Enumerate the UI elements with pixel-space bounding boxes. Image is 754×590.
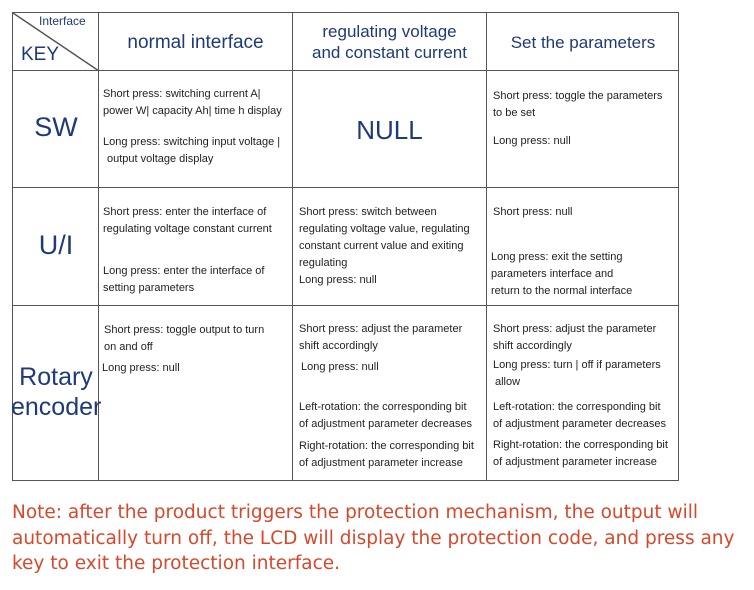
sw-normal-short: Short press: switching current A| power … [103, 86, 282, 120]
header-normal-interface: normal interface [127, 32, 264, 53]
text-line: Long press: switching input voltage | [103, 136, 281, 148]
text-line: output voltage display [107, 153, 214, 165]
note-line-1: Note: after the product triggers the pro… [12, 502, 699, 523]
key-function-table: Interface KEY normal interface regulatin… [11, 12, 679, 481]
ui-normal-short: Short press: enter the interface of regu… [103, 204, 272, 238]
text-line: Left-rotation: the corresponding bit [299, 401, 467, 413]
text-line: Rotary [19, 363, 93, 391]
header-regulating-line-2: and constant current [312, 43, 467, 62]
grid-vline [486, 13, 487, 480]
key-rotary-encoder: Rotary encoder [11, 362, 101, 422]
text-line: Long press: null [299, 274, 377, 286]
text-line: Long press: turn | off if parameters [493, 359, 661, 371]
header-regulating-line-1: regulating voltage [322, 22, 457, 41]
text-line: Short press: null [493, 206, 573, 218]
text-line: Short press: adjust the parameter [299, 323, 463, 335]
note-line-3: key to exit the protection interface. [12, 553, 341, 574]
ui-set-short: Short press: null [493, 204, 572, 221]
grid-hline [13, 305, 678, 306]
rotary-set-short: Short press: adjust the parameter shift … [493, 321, 656, 355]
text-line: Right-rotation: the corresponding bit [493, 439, 668, 451]
text-line: shift accordingly [493, 340, 572, 352]
text-line: of adjustment parameter decreases [493, 418, 667, 430]
text-line: on and off [104, 341, 153, 353]
text-line: regulating voltage value, regulating [299, 223, 470, 235]
rotary-regulating-long: Long press: null [301, 359, 379, 376]
header-set-parameters: Set the parameters [510, 33, 656, 52]
rotary-set-right: Right-rotation: the corresponding bit of… [493, 437, 668, 471]
text-line: to be set [493, 107, 536, 119]
ui-set-long: Long press: exit the setting parameters … [491, 249, 632, 300]
sw-set-long: Long press: null [493, 133, 571, 150]
text-line: of adjustment parameter increase [493, 456, 657, 468]
rotary-set-long: Long press: turn | off if parameters all… [493, 357, 661, 391]
text-line: Short press: enter the interface of [103, 206, 267, 218]
text-line: Long press: null [301, 361, 379, 373]
key-ui: U/I [38, 230, 74, 260]
text-line: of adjustment parameter decreases [299, 418, 473, 430]
header-regulating: regulating voltage and constant current [293, 21, 486, 63]
corner-diagonal-line [13, 13, 99, 71]
text-line: of adjustment parameter increase [299, 457, 463, 469]
rotary-regulating-left: Left-rotation: the corresponding bit of … [299, 399, 472, 433]
rotary-normal-short: Short press: toggle output to turn on an… [104, 322, 264, 356]
rotary-normal-long: Long press: null [102, 360, 180, 377]
grid-hline [13, 187, 678, 188]
text-line: shift accordingly [299, 340, 378, 352]
rotary-regulating-right: Right-rotation: the corresponding bit of… [299, 438, 474, 472]
text-line: constant current value and exiting [299, 240, 464, 252]
sw-set-short: Short press: toggle the parameters to be… [493, 88, 662, 122]
sw-regulating-null: NULL [356, 115, 423, 145]
text-line: Short press: toggle the parameters [493, 90, 663, 102]
text-line: Long press: exit the setting [491, 251, 623, 263]
text-line: regulating [299, 257, 348, 269]
grid-hline [13, 70, 678, 71]
text-line: encoder [11, 393, 102, 421]
rotary-regulating-short: Short press: adjust the parameter shift … [299, 321, 462, 355]
protection-note: Note: after the product triggers the pro… [12, 500, 742, 577]
text-line: Left-rotation: the corresponding bit [493, 401, 661, 413]
ui-regulating-short: Short press: switch between regulating v… [299, 204, 470, 289]
text-line: power W| capacity Ah| time h display [103, 105, 282, 117]
corner-key-label: KEY [21, 44, 60, 65]
text-line: Short press: switching current A| [103, 88, 261, 100]
sw-normal-long: Long press: switching input voltage | ou… [103, 134, 280, 168]
text-line: Long press: null [102, 362, 180, 374]
grid-vline [98, 13, 99, 480]
grid-vline [292, 13, 293, 480]
text-line: allow [495, 376, 521, 388]
text-line: Short press: toggle output to turn [104, 324, 265, 336]
text-line: return to the normal interface [491, 285, 633, 297]
text-line: Long press: enter the interface of [103, 265, 265, 277]
ui-normal-long: Long press: enter the interface of setti… [103, 263, 264, 297]
text-line: Right-rotation: the corresponding bit [299, 440, 474, 452]
key-sw: SW [34, 112, 78, 142]
corner-interface-label: Interface [39, 14, 86, 28]
text-line: regulating voltage constant current [103, 223, 272, 235]
text-line: parameters interface and [491, 268, 614, 280]
text-line: Long press: null [493, 135, 571, 147]
note-line-2: automatically turn off, the LCD will dis… [12, 527, 735, 549]
text-line: setting parameters [103, 282, 195, 294]
text-line: Short press: switch between [299, 206, 437, 218]
text-line: Short press: adjust the parameter [493, 323, 657, 335]
rotary-set-left: Left-rotation: the corresponding bit of … [493, 399, 666, 433]
